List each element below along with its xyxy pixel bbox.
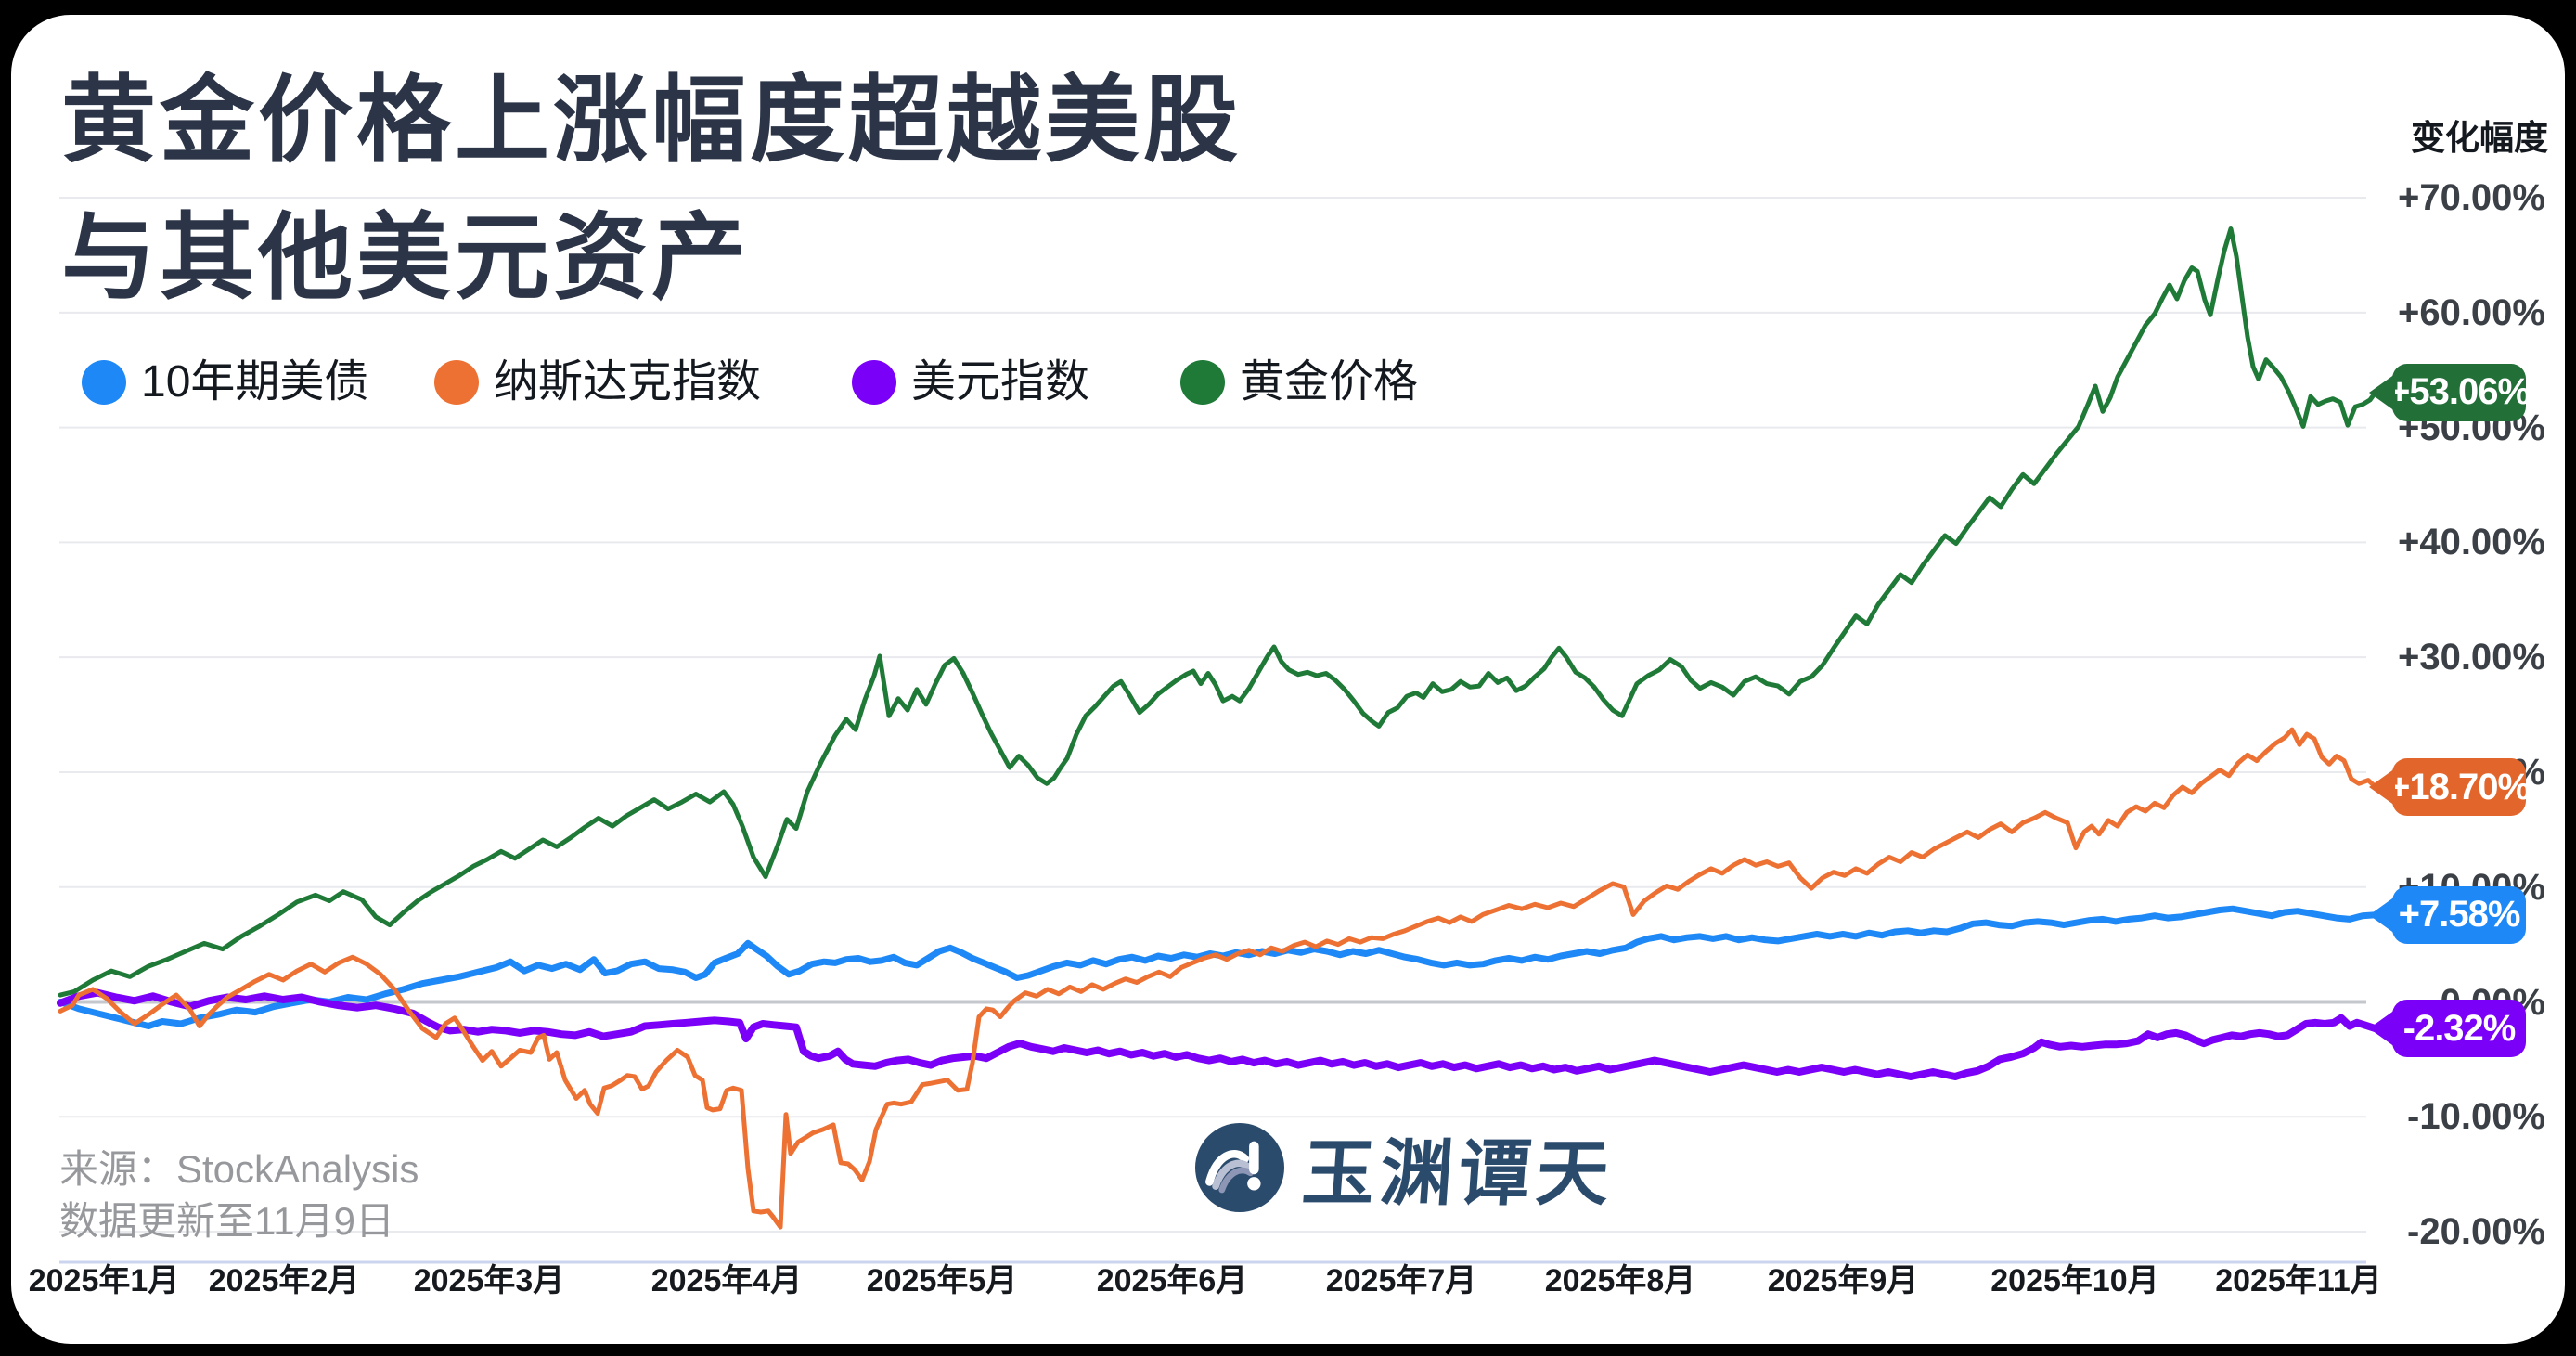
end-badge-gold: +53.06%	[2369, 363, 2531, 421]
x-tick-label: 2025年6月	[1096, 1263, 1248, 1298]
legend-label-us10y: 10年期美债	[141, 357, 369, 407]
x-tick-label: 2025年10月	[1990, 1263, 2159, 1298]
x-tick-label: 2025年5月	[866, 1263, 1018, 1298]
legend-dot-us10y	[82, 360, 126, 405]
legend-dot-nasdaq	[434, 360, 479, 405]
legend-dot-dxy	[852, 360, 896, 405]
y-tick-label: -20.00%	[2407, 1211, 2545, 1253]
x-tick-label: 2025年8月	[1544, 1263, 1696, 1298]
x-tick-label: 2025年1月	[28, 1263, 180, 1298]
legend-label-dxy: 美元指数	[911, 357, 1090, 407]
legend-item-dxy: 美元指数	[852, 358, 1089, 407]
end-badge-value: +53.06%	[2388, 371, 2531, 413]
brand-logo: 玉渊谭天	[1195, 1116, 1617, 1220]
y-tick-label: +70.00%	[2397, 177, 2545, 219]
y-tick-label: +30.00%	[2397, 637, 2545, 678]
update-date-line: 数据更新至11月9日	[59, 1199, 394, 1243]
legend-item-gold: 黄金价格	[1180, 358, 1418, 407]
x-tick-label: 2025年4月	[650, 1263, 803, 1298]
x-tick-label: 2025年2月	[208, 1263, 360, 1298]
y-tick-label: +40.00%	[2397, 522, 2545, 563]
page-title: 黄金价格上涨幅度超越美股 与其他美元资产	[61, 52, 1242, 327]
end-badge-arrow	[2369, 373, 2395, 411]
x-tick-label: 2025年11月	[2215, 1263, 2382, 1298]
legend-item-nasdaq: 纳斯达克指数	[434, 358, 761, 407]
end-badge-value: -2.32%	[2402, 1007, 2517, 1049]
page-title-line1: 黄金价格上涨幅度超越美股	[61, 68, 1242, 174]
line-nasdaq	[58, 727, 2378, 1230]
y-tick-label: -10.00%	[2407, 1096, 2545, 1138]
end-badge-nasdaq: +18.70%	[2369, 758, 2531, 817]
x-tick-label: 2025年3月	[413, 1263, 565, 1298]
x-tick-label: 2025年9月	[1767, 1263, 1919, 1298]
brand-logo-icon	[1195, 1123, 1284, 1212]
y-tick-label: +60.00%	[2397, 291, 2545, 333]
legend-label-gold: 黄金价格	[1240, 357, 1419, 407]
brand-logo-text: 玉渊谭天	[1299, 1133, 1617, 1214]
end-badge-arrow	[2369, 768, 2395, 807]
page-title-line2: 与其他美元资产	[61, 205, 750, 311]
end-badge-value: +18.70%	[2388, 766, 2531, 807]
end-badge-us10y: +7.58%	[2369, 885, 2526, 944]
legend-dot-gold	[1180, 360, 1225, 405]
end-badge-arrow	[2369, 896, 2395, 934]
y-axis-header: 变化幅度	[2411, 119, 2548, 157]
end-badge-value: +7.58%	[2398, 894, 2521, 936]
legend-label-nasdaq: 纳斯达克指数	[494, 357, 762, 407]
legend-item-us10y: 10年期美债	[82, 358, 368, 407]
end-badge-dxy: -2.32%	[2369, 1000, 2526, 1058]
line-dxy	[57, 988, 2379, 1080]
x-tick-label: 2025年7月	[1325, 1263, 1477, 1298]
chart-card	[11, 15, 2565, 1344]
source-note: 来源：StockAnalysis 数据更新至11月9日	[59, 1143, 419, 1247]
end-badge-arrow	[2369, 1010, 2395, 1048]
line-gold	[58, 226, 2378, 998]
source-line: 来源：StockAnalysis	[59, 1147, 419, 1191]
